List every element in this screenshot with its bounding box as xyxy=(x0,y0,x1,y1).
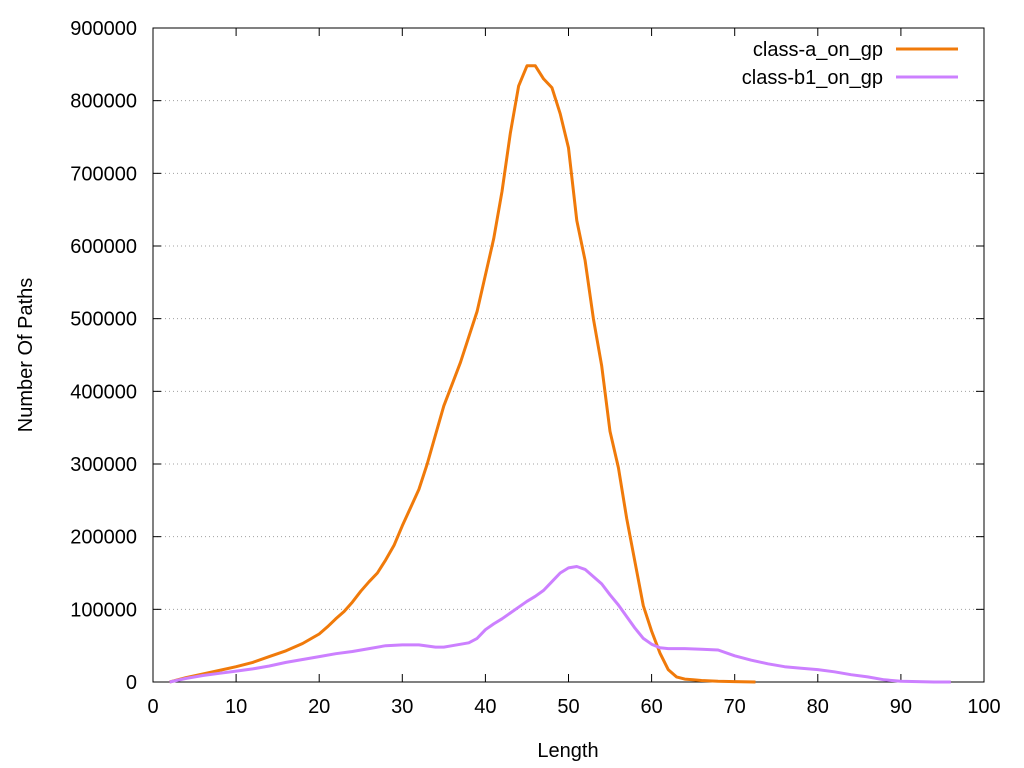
x-tick-label: 20 xyxy=(308,696,330,718)
legend: class-a_on_gp class-b1_on_gp xyxy=(742,39,958,89)
x-tick-label: 100 xyxy=(967,696,1000,718)
legend-label: class-a_on_gp xyxy=(753,39,883,61)
x-tick-label: 40 xyxy=(474,696,496,718)
series-lines xyxy=(169,64,951,684)
y-tick-label: 300000 xyxy=(70,454,137,476)
y-tick-label: 700000 xyxy=(70,163,137,185)
legend-label: class-b1_on_gp xyxy=(742,67,883,89)
plot-frame xyxy=(152,27,985,683)
x-tick-label: 70 xyxy=(724,696,746,718)
grid-lines xyxy=(153,100,984,610)
x-tick-label: 90 xyxy=(890,696,912,718)
x-tick-label: 0 xyxy=(147,696,158,718)
y-tick-label: 100000 xyxy=(70,599,137,621)
x-tick-label: 50 xyxy=(557,696,579,718)
y-tick-label: 0 xyxy=(126,672,137,694)
y-tick-label: 600000 xyxy=(70,236,137,258)
x-tick-label: 60 xyxy=(640,696,662,718)
x-axis-label: Length xyxy=(537,740,598,762)
x-tick-label: 80 xyxy=(807,696,829,718)
y-tick-label: 900000 xyxy=(70,18,137,40)
y-tick-label: 500000 xyxy=(70,309,137,331)
x-tick-label: 30 xyxy=(391,696,413,718)
y-tick-label: 200000 xyxy=(70,527,137,549)
y-tick-label: 800000 xyxy=(70,91,137,113)
x-axis-ticks: 0 10 20 30 40 50 60 70 80 90 100 xyxy=(147,28,1001,718)
series-line-class-b1_on_gp xyxy=(169,565,951,684)
series-line-class-a_on_gp xyxy=(169,64,756,684)
y-tick-label: 400000 xyxy=(70,381,137,403)
x-tick-label: 10 xyxy=(225,696,247,718)
y-axis-ticks: 0 100000 200000 300000 400000 500000 600000 700… xyxy=(70,18,984,694)
y-axis-label: Number Of Paths xyxy=(15,278,37,433)
